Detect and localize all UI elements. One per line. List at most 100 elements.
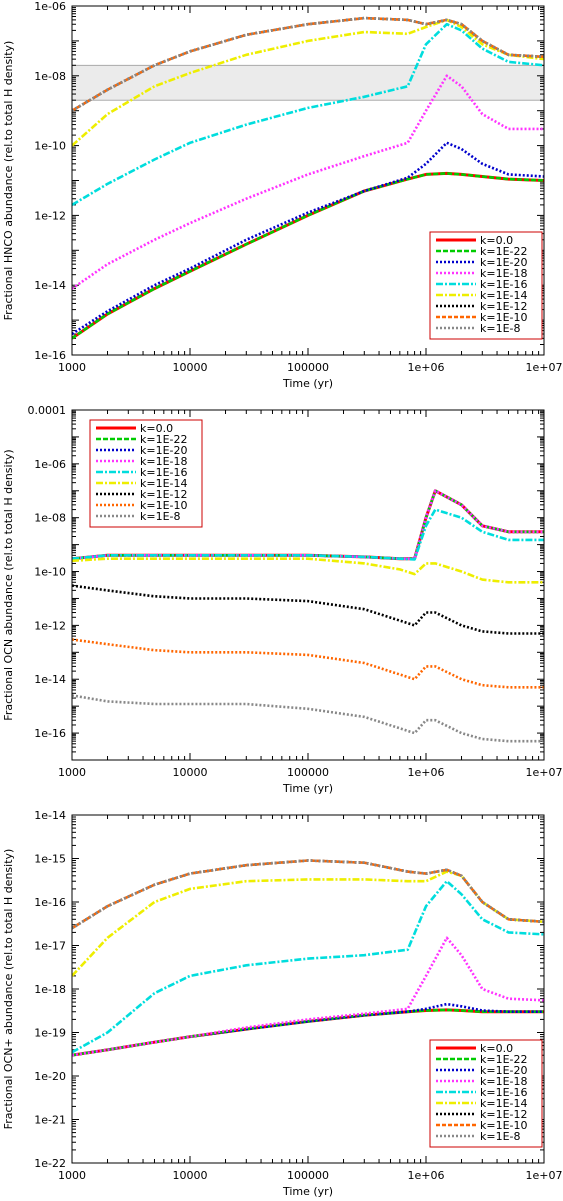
- series-line-k-1e-14: [72, 870, 544, 977]
- y-tick-label: 1e-14: [34, 809, 66, 822]
- x-tick-label: 10000: [173, 1169, 208, 1182]
- y-axis-title: Fractional OCN abundance (rel.to total H…: [2, 449, 15, 720]
- series-line-k-1e-18: [72, 936, 544, 1057]
- y-tick-label: 1e-17: [34, 940, 66, 953]
- legend-label: k=1E-22: [480, 245, 528, 258]
- y-tick-label: 1e-10: [34, 140, 66, 153]
- x-tick-label: 1e+07: [526, 1169, 563, 1182]
- series-group: [72, 489, 544, 743]
- legend-label: k=1E-18: [480, 1075, 528, 1088]
- plot-frame: [71, 5, 545, 356]
- legend-label: k=1E-8: [480, 322, 521, 335]
- legend: k=0.0k=1E-22k=1E-20k=1E-18k=1E-16k=1E-14…: [429, 1039, 543, 1148]
- y-tick-label: 1e-16: [34, 349, 66, 362]
- legend-label: k=1E-16: [480, 1086, 528, 1099]
- legend-label: k=0.0: [480, 234, 513, 247]
- series-line-k-1e-18: [72, 74, 544, 290]
- legend-label: k=1E-8: [140, 510, 181, 523]
- series-line-k-1e-20: [72, 141, 544, 336]
- legend-label: k=1E-10: [480, 1119, 528, 1132]
- x-tick-label: 1e+06: [408, 361, 445, 374]
- y-tick-label: 1e-22: [34, 1157, 66, 1170]
- legend-box: [429, 231, 543, 340]
- y-tick-label: 1e-06: [34, 0, 66, 13]
- y-tick-label: 1e-19: [34, 1027, 66, 1040]
- x-tick-label: 1e+06: [408, 1169, 445, 1182]
- series-line-k-1e-8: [72, 694, 544, 743]
- legend-label: k=1E-14: [480, 1097, 528, 1110]
- x-axis-title: Time (yr): [282, 377, 333, 390]
- series-line-k-1e-8: [72, 859, 544, 930]
- y-tick-label: 1e-14: [34, 279, 66, 292]
- y-tick-label: 1e-06: [34, 458, 66, 471]
- series-line-k-1e-10: [72, 16, 544, 112]
- legend-label: k=1E-12: [480, 300, 528, 313]
- legend-box: [89, 419, 203, 528]
- y-tick-label: 1e-08: [34, 512, 66, 525]
- series-line-k-1e-12: [72, 584, 544, 635]
- x-tick-label: 1000: [58, 1169, 86, 1182]
- series-line-k-1e-16: [72, 22, 544, 207]
- shaded-band: [71, 64, 545, 101]
- series-line-k-1e-10: [72, 638, 544, 689]
- legend-label: k=1E-22: [140, 433, 188, 446]
- x-axis-title: Time (yr): [282, 782, 333, 795]
- chart-panel-1: 1000 10000 100000 1e+06 1e+07 1e-16 1e-14 1e-12…: [2, 0, 562, 390]
- series-line-k-1e-8: [72, 16, 544, 112]
- x-tick-label: 100000: [287, 1169, 329, 1182]
- series-line-k-1e-14: [72, 557, 544, 584]
- y-tick-label: 1e-21: [34, 1114, 66, 1127]
- legend-label: k=1E-20: [140, 444, 188, 457]
- legend-label: k=0.0: [480, 1042, 513, 1055]
- series-line-k-1e-14: [72, 18, 544, 147]
- plot-frame: [71, 814, 545, 1164]
- legend-label: k=1E-14: [480, 289, 528, 302]
- x-tick-label: 10000: [173, 766, 208, 779]
- legend-box: [429, 1039, 543, 1148]
- y-tick-label: 1e-12: [34, 209, 66, 222]
- x-tick-label: 1000: [58, 766, 86, 779]
- series-line-k-1e-16: [72, 879, 544, 1054]
- legend-label: k=0.0: [140, 422, 173, 435]
- y-tick-label: 1e-10: [34, 566, 66, 579]
- legend-label: k=1E-10: [140, 499, 188, 512]
- y-axis-title: Fractional HNCO abundance (rel.to total …: [2, 41, 15, 321]
- y-axis-title: Fractional OCN+ abundance (rel.to total …: [2, 849, 15, 1130]
- chart-panel-2: 1000 10000 100000 1e+06 1e+07 1e-16 1e-14 1e-12…: [2, 404, 562, 795]
- x-axis-title: Time (yr): [282, 1185, 333, 1198]
- x-tick-label: 1e+07: [526, 361, 563, 374]
- plot-frame: [71, 409, 545, 761]
- legend: k=0.0k=1E-22k=1E-20k=1E-18k=1E-16k=1E-14…: [429, 231, 543, 340]
- legend-label: k=1E-14: [140, 477, 188, 490]
- series-line-k-1e-12: [72, 859, 544, 930]
- x-tick-label: 100000: [287, 766, 329, 779]
- series-group: [72, 859, 544, 1057]
- series-line-k-1e-10: [72, 859, 544, 930]
- legend-label: k=1E-12: [140, 488, 188, 501]
- y-tick-label: 1e-18: [34, 983, 66, 996]
- y-tick-label: 0.0001: [28, 404, 67, 417]
- legend-label: k=1E-12: [480, 1108, 528, 1121]
- legend-label: k=1E-18: [140, 455, 188, 468]
- y-tick-label: 1e-16: [34, 896, 66, 909]
- legend-label: k=1E-22: [480, 1053, 528, 1066]
- legend-label: k=1E-16: [480, 278, 528, 291]
- legend: k=0.0k=1E-22k=1E-20k=1E-18k=1E-16k=1E-14…: [89, 419, 203, 528]
- legend-label: k=1E-16: [140, 466, 188, 479]
- legend-label: k=1E-8: [480, 1130, 521, 1143]
- chart-panel-3: 1000 10000 100000 1e+06 1e+07 1e-22 1e-21 1e-20…: [2, 809, 562, 1198]
- y-tick-label: 1e-15: [34, 853, 66, 866]
- x-tick-label: 10000: [173, 361, 208, 374]
- y-tick-label: 1e-16: [34, 727, 66, 740]
- legend-label: k=1E-18: [480, 267, 528, 280]
- x-tick-label: 1e+06: [408, 766, 445, 779]
- legend-label: k=1E-20: [480, 1064, 528, 1077]
- y-tick-label: 1e-08: [34, 70, 66, 83]
- x-tick-label: 100000: [287, 361, 329, 374]
- y-tick-label: 1e-20: [34, 1070, 66, 1083]
- y-tick-label: 1e-12: [34, 619, 66, 632]
- legend-label: k=1E-10: [480, 311, 528, 324]
- series-line-k-1e-16: [72, 508, 544, 561]
- legend-label: k=1E-20: [480, 256, 528, 269]
